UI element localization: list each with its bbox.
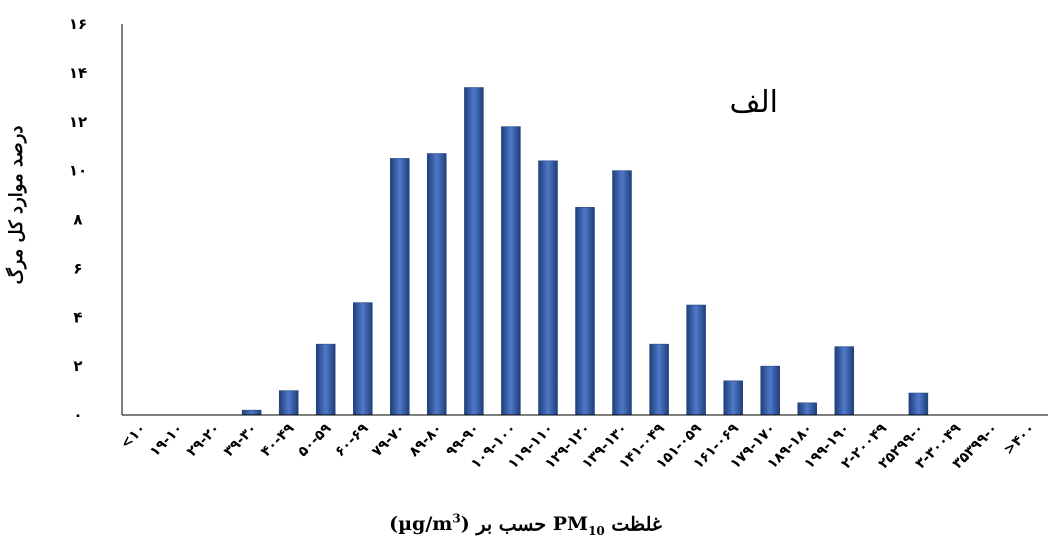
y-tick-label-0: ٠	[73, 406, 82, 424]
x-tick-label-7: ٧٠-٧٩	[369, 421, 409, 461]
x-tick-label-1: ١٠-١٩	[147, 421, 187, 461]
bar-7	[390, 158, 410, 416]
y-tick-label-5: ١٠	[69, 162, 87, 180]
y-tick-label-6: ١٢	[69, 113, 87, 131]
x-axis-title-pollutant: PM10	[552, 513, 605, 539]
bar-5	[315, 343, 336, 416]
panel-label: الف	[729, 85, 778, 120]
x-axis-title-prefix: غلظت	[611, 513, 662, 536]
bar-8	[427, 153, 447, 416]
bar-12	[575, 207, 595, 416]
bar-3	[241, 409, 262, 416]
bar-21	[908, 392, 929, 416]
bar-13	[612, 170, 632, 416]
bar-11	[538, 160, 558, 416]
bar-17	[760, 365, 780, 416]
y-axis-title: درصد موارد کل مرگ	[5, 126, 27, 285]
x-tick-label-0: <١٠	[118, 421, 150, 453]
x-tick-label-5: ۵٠-۵٩	[295, 420, 335, 460]
x-axis-title: (µg/m3) حسب بر PM10 غلظت	[0, 512, 1051, 538]
y-tick-label-1: ٢	[73, 357, 82, 375]
bar-6	[353, 302, 373, 416]
y-tick-label-3: ۶	[73, 259, 82, 277]
x-tick-label-24: >۴٠٠	[1001, 421, 1039, 459]
y-tick-label-8: ١۶	[69, 15, 87, 33]
x-tick-label-2: ٢٠-٢٩	[184, 421, 224, 461]
x-ticks-group: <١٠١٠-١٩٢٠-٢٩٣٠-٣٩۴٠-۴٩۵٠-۵٩۶٠-۶٩٧٠-٧٩٨٠…	[118, 420, 1039, 472]
y-tick-label-7: ١۴	[69, 64, 87, 82]
bar-14	[649, 343, 669, 416]
bar-10	[501, 126, 521, 416]
x-axis-title-unit: (µg/m3)	[389, 512, 470, 536]
bars-group	[241, 87, 929, 416]
bar-4	[278, 390, 299, 416]
bar-15	[686, 304, 706, 416]
bar-9	[464, 87, 484, 416]
bar-19	[834, 346, 855, 416]
x-tick-label-3: ٣٠-٣٩	[221, 421, 261, 461]
y-tick-label-2: ۴	[73, 308, 82, 326]
bar-18	[797, 402, 817, 416]
bar-16	[723, 380, 743, 416]
y-tick-label-4: ٨	[73, 211, 82, 229]
x-tick-label-6: ۶٠-۶٩	[332, 420, 372, 460]
x-tick-label-8: ٨٠-٨٩	[406, 421, 446, 461]
x-axis-title-middle: حسب بر	[476, 513, 547, 536]
x-tick-label-4: ۴٠-۴٩	[258, 420, 298, 460]
y-ticks-group: ٠ ٢ ۴ ۶ ٨ ١٠ ١٢ ١۴ ١۶	[69, 15, 87, 424]
